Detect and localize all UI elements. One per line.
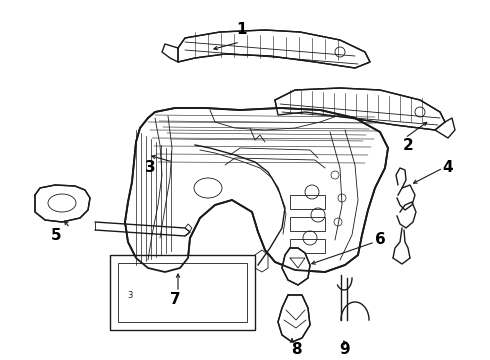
Polygon shape (282, 248, 310, 285)
Polygon shape (125, 108, 388, 272)
Text: 8: 8 (291, 342, 301, 357)
Text: 2: 2 (403, 138, 414, 153)
Text: 1: 1 (237, 22, 247, 37)
Text: 4: 4 (442, 161, 453, 175)
Bar (118, 263, 247, 322)
Text: 7: 7 (170, 292, 180, 307)
Text: 5: 5 (50, 228, 61, 243)
Bar (290, 195, 325, 209)
Polygon shape (178, 30, 370, 68)
Polygon shape (275, 88, 445, 130)
Text: 6: 6 (375, 233, 385, 248)
Bar (290, 217, 325, 231)
Text: 9: 9 (340, 342, 350, 357)
Bar (290, 239, 325, 253)
Polygon shape (35, 185, 90, 222)
Text: 3: 3 (127, 291, 133, 300)
Polygon shape (278, 295, 310, 342)
Bar (110, 255, 255, 330)
Text: 3: 3 (145, 161, 155, 175)
